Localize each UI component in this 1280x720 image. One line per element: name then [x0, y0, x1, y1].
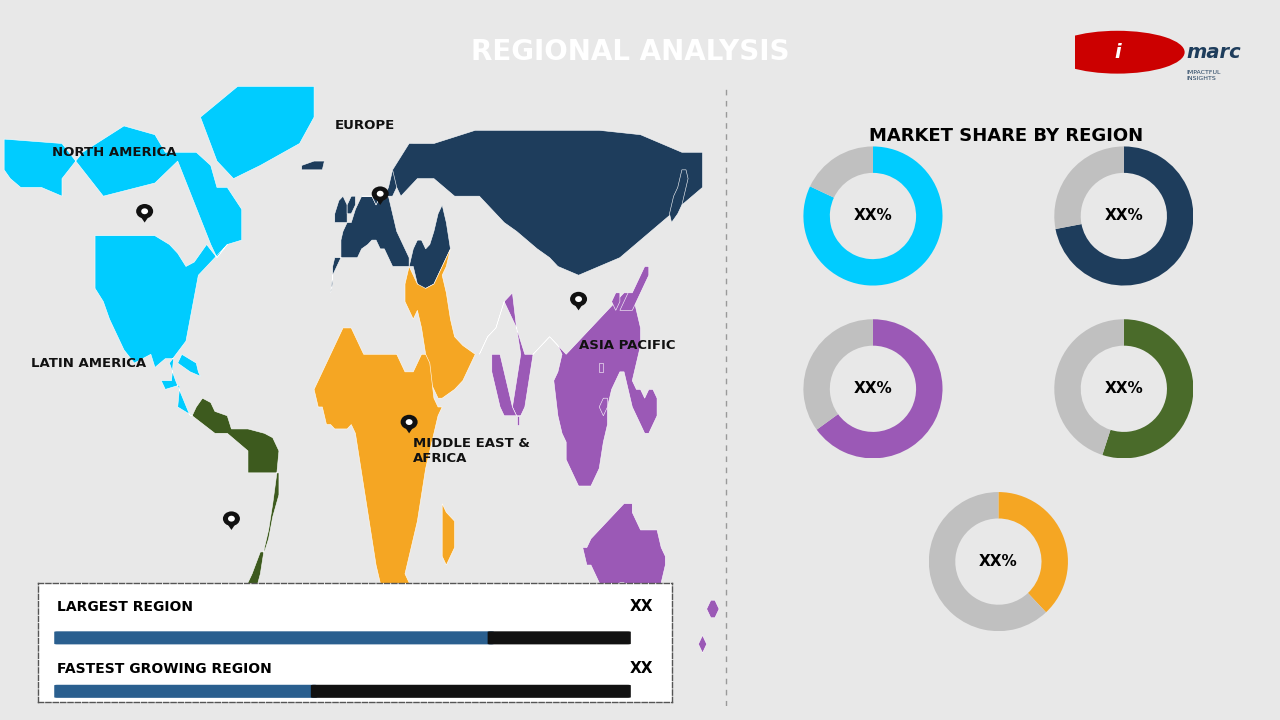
Polygon shape — [224, 518, 239, 530]
Polygon shape — [492, 354, 517, 415]
Text: FASTEST GROWING REGION: FASTEST GROWING REGION — [58, 662, 273, 676]
Text: ASIA PACIFIC: ASIA PACIFIC — [579, 339, 675, 352]
FancyBboxPatch shape — [54, 631, 494, 644]
Wedge shape — [929, 492, 1046, 631]
Wedge shape — [1102, 319, 1193, 459]
Text: MIDDLE EAST &
AFRICA: MIDDLE EAST & AFRICA — [413, 437, 530, 465]
Polygon shape — [361, 143, 413, 205]
FancyBboxPatch shape — [311, 685, 631, 698]
Wedge shape — [810, 146, 873, 197]
Polygon shape — [517, 415, 518, 425]
Text: LARGEST REGION: LARGEST REGION — [58, 600, 193, 614]
Polygon shape — [599, 363, 603, 372]
Wedge shape — [1055, 319, 1124, 455]
Circle shape — [575, 296, 582, 302]
Text: NORTH AMERICA: NORTH AMERICA — [51, 145, 177, 159]
Polygon shape — [201, 86, 314, 179]
Circle shape — [228, 516, 234, 521]
FancyBboxPatch shape — [488, 631, 631, 644]
Polygon shape — [302, 161, 324, 170]
FancyBboxPatch shape — [54, 685, 317, 698]
Polygon shape — [442, 503, 454, 565]
Circle shape — [406, 419, 412, 425]
Polygon shape — [620, 266, 649, 310]
Text: XX%: XX% — [979, 554, 1018, 569]
Polygon shape — [4, 126, 242, 415]
Wedge shape — [1056, 146, 1193, 286]
Polygon shape — [480, 293, 657, 486]
Wedge shape — [817, 319, 942, 459]
Polygon shape — [335, 196, 347, 222]
Circle shape — [401, 415, 417, 429]
Polygon shape — [699, 635, 707, 653]
Polygon shape — [571, 299, 586, 310]
Polygon shape — [669, 170, 689, 222]
Polygon shape — [599, 398, 608, 415]
Wedge shape — [804, 146, 942, 286]
Text: EUROPE: EUROPE — [335, 120, 396, 132]
Polygon shape — [347, 196, 356, 214]
Text: XX: XX — [630, 600, 653, 614]
Polygon shape — [178, 354, 201, 377]
Polygon shape — [612, 293, 620, 310]
Polygon shape — [137, 211, 152, 222]
Polygon shape — [402, 422, 417, 433]
Text: LATIN AMERICA: LATIN AMERICA — [31, 356, 146, 369]
Polygon shape — [191, 398, 279, 697]
Text: XX%: XX% — [1105, 382, 1143, 396]
Polygon shape — [372, 194, 388, 205]
Text: MARKET SHARE BY REGION: MARKET SHARE BY REGION — [869, 127, 1143, 145]
Polygon shape — [410, 205, 451, 289]
Polygon shape — [314, 328, 442, 609]
Circle shape — [376, 191, 384, 197]
Circle shape — [371, 186, 389, 201]
Circle shape — [141, 208, 148, 215]
Text: REGIONAL ANALYSIS: REGIONAL ANALYSIS — [471, 38, 790, 66]
Polygon shape — [404, 249, 475, 398]
Text: XX%: XX% — [854, 382, 892, 396]
Text: i: i — [1114, 42, 1121, 62]
Polygon shape — [393, 130, 703, 275]
Wedge shape — [1055, 146, 1124, 229]
Text: marc: marc — [1187, 42, 1242, 62]
Text: IMPACTFUL
INSIGHTS: IMPACTFUL INSIGHTS — [1187, 70, 1221, 81]
Wedge shape — [998, 492, 1068, 612]
Circle shape — [570, 292, 588, 307]
Text: XX%: XX% — [1105, 209, 1143, 223]
Circle shape — [223, 511, 239, 526]
Wedge shape — [804, 319, 873, 430]
Text: XX%: XX% — [854, 209, 892, 223]
Polygon shape — [330, 196, 410, 293]
Circle shape — [136, 204, 154, 219]
Polygon shape — [707, 600, 719, 618]
Polygon shape — [582, 503, 666, 618]
Text: XX: XX — [630, 661, 653, 676]
Circle shape — [1050, 31, 1185, 73]
